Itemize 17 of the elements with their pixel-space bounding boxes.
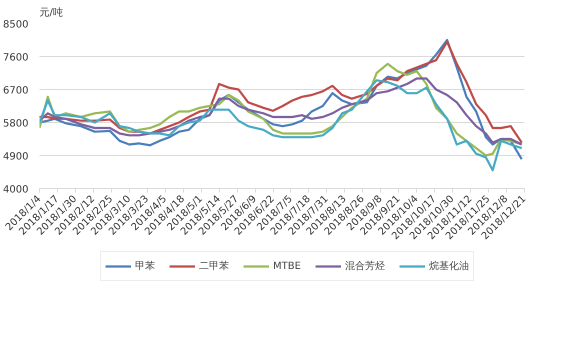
line-series [40,38,523,160]
y-tick-label: 5800 [3,118,29,130]
legend-label: 混合芳烃 [344,260,385,273]
y-tick-label: 8500 [3,20,29,30]
line-series [40,79,523,172]
line-series [40,77,523,146]
line-series [40,62,523,157]
y-tick-label: 6700 [3,86,29,96]
y-tick-label: 7600 [3,52,29,64]
legend-label: MTBE [273,260,301,272]
y-axis-title: 元/吨 [40,6,63,18]
y-tick-label: 4900 [3,152,29,162]
line-series [40,40,523,144]
legend-label: 甲苯 [135,260,156,273]
legend-label: 二甲苯 [199,260,230,273]
y-tick-label: 4000 [3,184,29,196]
legend-label: 烷基化油 [428,260,469,273]
